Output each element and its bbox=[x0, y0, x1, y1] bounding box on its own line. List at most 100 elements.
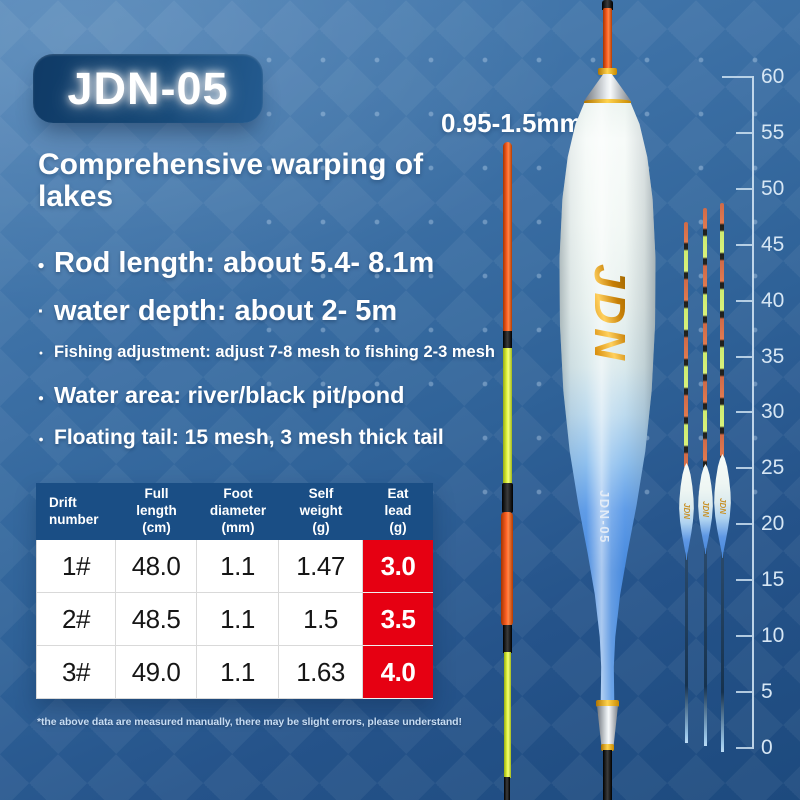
thin-float-black-band bbox=[502, 483, 513, 513]
ruler-tick bbox=[736, 299, 752, 302]
spec-table-cell: 1.1 bbox=[197, 540, 279, 593]
bullet-list: Rod length: about 5.4- 8.1m water depth: … bbox=[28, 247, 500, 450]
bullet-dot-icon bbox=[28, 343, 54, 362]
ruler-label: 10 bbox=[761, 624, 785, 647]
spec-table-header-cell: Foot diameter (mm) bbox=[197, 483, 279, 540]
spec-table-cell: 1.1 bbox=[197, 593, 279, 646]
ruler-tick bbox=[736, 187, 752, 190]
bullet-item: water depth: about 2- 5m bbox=[28, 295, 500, 328]
ruler-tick bbox=[736, 243, 752, 246]
main-float-gold-band bbox=[601, 744, 614, 751]
thin-float-yellow-segment bbox=[503, 348, 512, 484]
small-float-body: JDN bbox=[714, 454, 731, 558]
spec-table-cell: 1.1 bbox=[197, 646, 279, 699]
small-float-stem bbox=[721, 552, 724, 752]
bullet-text: Water area: river/black pit/pond bbox=[54, 382, 405, 408]
spec-table-cell: 1# bbox=[36, 540, 116, 593]
thin-float-orange-body bbox=[501, 512, 513, 626]
footnote: *the above data are measured manually, t… bbox=[37, 716, 462, 728]
bullet-item: Water area: river/black pit/pond bbox=[28, 382, 500, 409]
thin-float-black-band bbox=[503, 331, 512, 349]
thin-float-orange-tip bbox=[503, 142, 512, 332]
spec-table-cell: 1.5 bbox=[279, 593, 363, 646]
small-float-brand-label: JDN bbox=[718, 497, 727, 514]
spec-table-header-cell: Self weight (g) bbox=[279, 483, 363, 540]
ruler-label: 0 bbox=[761, 735, 773, 759]
ruler-tick bbox=[736, 579, 752, 582]
ruler-label: 15 bbox=[761, 568, 785, 592]
thin-float-black-foot-tip bbox=[504, 777, 510, 800]
ruler-tick bbox=[722, 76, 752, 78]
small-float-brand-label: JDN bbox=[701, 500, 710, 517]
small-float-antenna bbox=[720, 203, 724, 460]
ruler-label: 30 bbox=[761, 400, 785, 424]
main-float-gold-band bbox=[584, 99, 631, 106]
spec-table-cell: 2# bbox=[36, 593, 116, 646]
main-float-top-cone bbox=[584, 74, 631, 101]
ruler-label: 60 bbox=[761, 65, 785, 88]
spec-table-cell: 3# bbox=[36, 646, 116, 699]
tiny-dot-icon bbox=[28, 295, 54, 328]
ruler-tick bbox=[736, 746, 752, 749]
spec-table-cell: 4.0 bbox=[363, 646, 433, 699]
spec-table-header-cell: Eat lead (g) bbox=[363, 483, 433, 540]
ruler-tick bbox=[736, 690, 752, 693]
ruler-label: 55 bbox=[761, 120, 785, 144]
main-float-antenna bbox=[603, 8, 612, 70]
main-float-foot-stem bbox=[603, 750, 612, 800]
spec-table-cell: 49.0 bbox=[116, 646, 197, 699]
small-float-antenna bbox=[684, 222, 688, 468]
small-float-stem bbox=[685, 552, 688, 743]
bullet-text: Fishing adjustment: adjust 7-8 mesh to f… bbox=[54, 343, 495, 361]
main-float-gold-band bbox=[598, 68, 617, 75]
bullet-text: Rod length: about 5.4- 8.1m bbox=[54, 247, 435, 279]
spec-table: Drift number Full length (cm) Foot diamete… bbox=[36, 483, 433, 699]
thin-float-yellow-foot bbox=[504, 652, 511, 778]
small-float-brand-label: JDN bbox=[682, 503, 691, 520]
ruler-tick bbox=[736, 411, 752, 414]
ruler-label: 45 bbox=[761, 232, 785, 256]
small-float-body: JDN bbox=[679, 463, 694, 560]
bullet-item: Rod length: about 5.4- 8.1m bbox=[28, 247, 500, 280]
ruler-label: 40 bbox=[761, 288, 785, 312]
ruler-label: 20 bbox=[761, 512, 785, 536]
ruler-tick bbox=[736, 355, 752, 358]
thin-float-black-band bbox=[503, 625, 512, 653]
spec-table-cell: 3.0 bbox=[363, 540, 433, 593]
ruler-tick bbox=[736, 467, 752, 470]
bullet-item: Fishing adjustment: adjust 7-8 mesh to f… bbox=[28, 343, 500, 362]
main-float-gold-band bbox=[596, 700, 619, 707]
spec-table-cell: 1.47 bbox=[279, 540, 363, 593]
small-float-stem bbox=[704, 548, 707, 746]
spec-table-cell: 3.5 bbox=[363, 593, 433, 646]
ruler-label: 25 bbox=[761, 456, 785, 480]
spec-table-cell: 1.63 bbox=[279, 646, 363, 699]
main-float-model-label: JDN-05 bbox=[597, 490, 612, 544]
tip-diameter-label: 0.95-1.5mm bbox=[441, 108, 583, 138]
bullet-dot-icon bbox=[28, 382, 54, 409]
model-badge-label: JDN-05 bbox=[67, 62, 229, 114]
main-float-bottom-cone bbox=[597, 706, 618, 746]
spec-table-header-cell: Full length (cm) bbox=[116, 483, 197, 540]
spec-table-cell: 48.5 bbox=[116, 593, 197, 646]
spec-table-header-cell: Drift number bbox=[36, 483, 116, 540]
main-float-brand-label: JDN bbox=[584, 264, 634, 409]
bullet-text: water depth: about 2- 5m bbox=[54, 295, 398, 327]
bullet-text: Floating tail: 15 mesh, 3 mesh thick tai… bbox=[54, 426, 444, 449]
ruler-label: 35 bbox=[761, 344, 785, 368]
ruler-label: 50 bbox=[761, 176, 785, 200]
bullet-item: Floating tail: 15 mesh, 3 mesh thick tai… bbox=[28, 426, 500, 450]
main-float-black-tip bbox=[602, 0, 613, 10]
ruler-tick bbox=[736, 523, 752, 526]
ruler-label: 5 bbox=[761, 679, 773, 703]
small-float-antenna bbox=[703, 208, 707, 469]
page-title: Comprehensive warping of lakes bbox=[38, 148, 424, 214]
small-float-body: JDN bbox=[698, 464, 713, 554]
ruler-tick bbox=[736, 131, 752, 134]
spec-table-cell: 48.0 bbox=[116, 540, 197, 593]
bullet-dot-icon bbox=[28, 247, 54, 280]
model-badge: JDN-05 bbox=[33, 54, 263, 123]
bullet-dot-icon bbox=[28, 426, 54, 450]
ruler-tick bbox=[736, 635, 752, 637]
